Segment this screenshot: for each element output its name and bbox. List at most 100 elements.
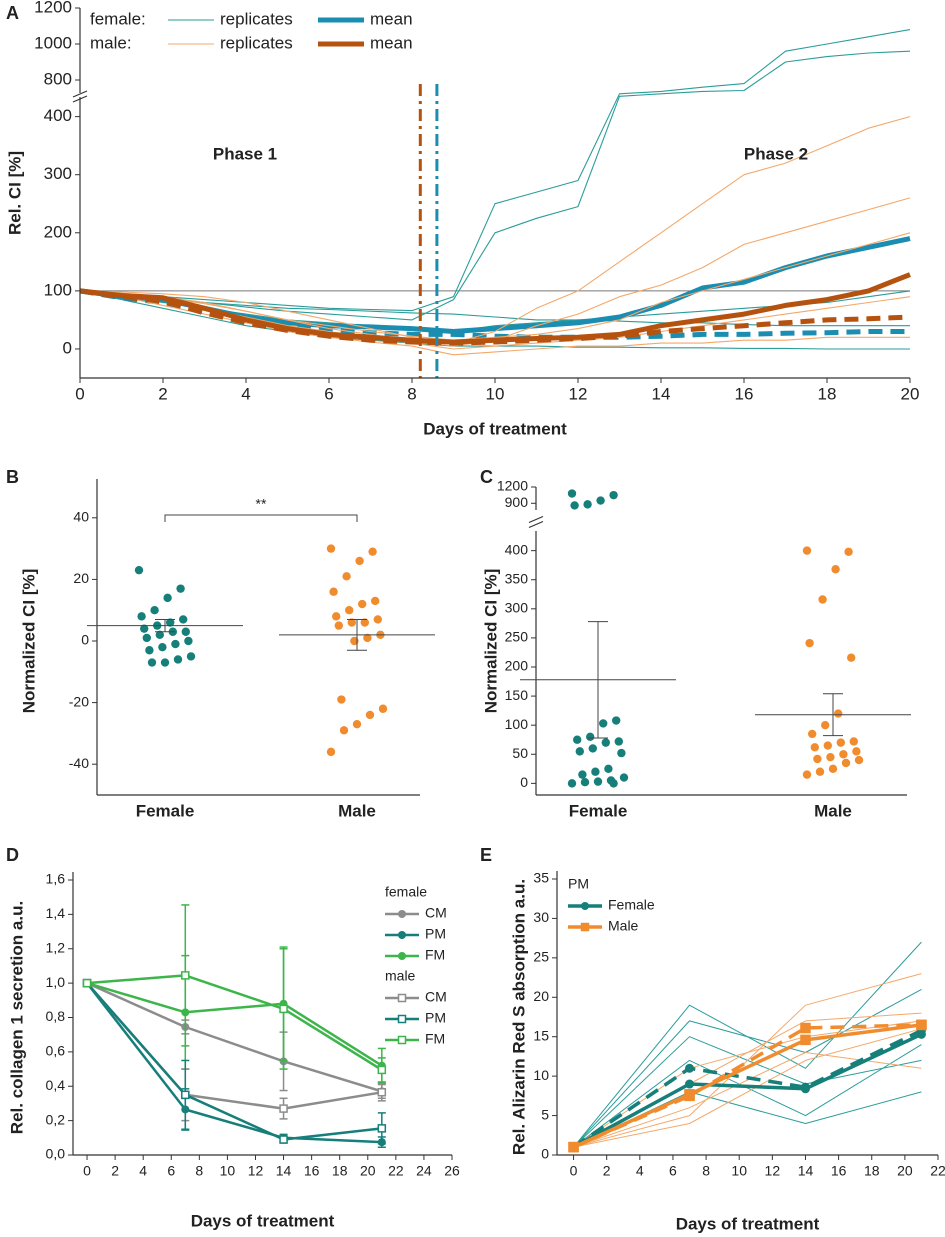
- data-point: [805, 638, 814, 648]
- data-point: [184, 636, 193, 646]
- y-tick-label: 150: [505, 687, 529, 703]
- series-line: [573, 1028, 922, 1148]
- legend-group: female:: [90, 9, 146, 28]
- data-point: [134, 565, 144, 575]
- x-tick-label: 2: [603, 1163, 611, 1179]
- panel-letter: C: [480, 467, 493, 487]
- data-point: [350, 636, 359, 646]
- y-tick-label: 15: [533, 1027, 549, 1043]
- axis-break: [72, 95, 88, 103]
- series-line: [86, 982, 382, 1144]
- legend-label: Female: [608, 897, 655, 913]
- data-point: [150, 606, 159, 615]
- y-tick-label: 5: [541, 1106, 549, 1122]
- marker: [279, 1135, 288, 1144]
- y-tick-label: 0,8: [46, 1008, 66, 1024]
- data-point: [355, 556, 364, 566]
- y-tick-label: 200: [44, 222, 72, 241]
- x-tick-label: 22: [930, 1163, 945, 1179]
- panel-letter: A: [6, 3, 19, 23]
- data-point: [567, 779, 577, 788]
- marker: [82, 978, 92, 988]
- y-axis-label: Normalized CI [%]: [481, 569, 500, 714]
- series-line: [79, 116, 911, 344]
- data-point: [821, 720, 830, 730]
- data-point: [591, 767, 600, 776]
- x-tick-label: 6: [669, 1163, 677, 1179]
- legend-marker: [398, 931, 406, 939]
- legend-label: FM: [425, 947, 445, 963]
- series-line: [79, 29, 911, 312]
- y-tick-label: 1000: [34, 33, 72, 52]
- marker: [800, 1022, 811, 1034]
- data-point: [831, 565, 840, 574]
- y-tick-label: 0: [541, 1146, 549, 1162]
- series-line: [573, 941, 922, 1148]
- x-tick-label: 22: [388, 1163, 404, 1179]
- series-line: [79, 288, 911, 346]
- x-tick-label: 20: [901, 384, 920, 403]
- marker: [279, 1004, 288, 1014]
- marker: [684, 1089, 695, 1100]
- x-axis-label: Days of treatment: [676, 1214, 820, 1233]
- data-point: [588, 744, 597, 753]
- data-point: [854, 755, 864, 765]
- x-axis-label: Days of treatment: [191, 1211, 335, 1230]
- legend-label: PM: [425, 926, 446, 942]
- axis-break: [72, 90, 88, 98]
- category-label: Male: [814, 801, 852, 820]
- series-line: [573, 973, 922, 1148]
- y-axis-label: Rel. Alizarin Red S absorption a.u.: [509, 879, 528, 1155]
- x-tick-label: 18: [864, 1163, 880, 1179]
- x-tick-label: 18: [332, 1163, 348, 1179]
- data-point: [332, 612, 341, 621]
- data-point: [852, 747, 861, 756]
- y-tick-label: 0,6: [46, 1043, 66, 1059]
- data-point: [329, 587, 338, 596]
- x-tick-label: 20: [360, 1163, 376, 1179]
- axis-break: [528, 515, 544, 524]
- data-point: [334, 621, 343, 630]
- x-tick-label: 12: [765, 1163, 781, 1179]
- data-point: [604, 764, 613, 774]
- y-tick-label: -20: [69, 693, 89, 709]
- marker: [685, 1079, 695, 1089]
- significance-label: **: [256, 496, 267, 512]
- series-line: [572, 1023, 922, 1149]
- data-point: [371, 596, 380, 606]
- y-tick-label: 350: [505, 570, 529, 586]
- data-point: [147, 658, 157, 667]
- marker: [377, 1065, 387, 1075]
- data-point: [358, 599, 367, 609]
- category-label: Male: [338, 801, 376, 820]
- marker: [685, 1063, 695, 1073]
- x-tick-label: 10: [731, 1163, 747, 1179]
- legend-group: female: [385, 884, 427, 900]
- y-tick-label: 30: [533, 909, 549, 925]
- marker: [916, 1019, 927, 1031]
- data-point: [836, 738, 845, 747]
- x-tick-label: 10: [486, 384, 505, 403]
- data-point: [365, 710, 375, 720]
- y-tick-label: 10: [533, 1067, 549, 1083]
- y-tick-label: 0,4: [46, 1077, 66, 1093]
- annotation: Phase 1: [213, 144, 277, 163]
- legend-group: male:: [90, 33, 132, 52]
- series-line: [79, 232, 911, 341]
- data-point: [337, 695, 346, 704]
- data-point: [352, 719, 362, 729]
- data-point: [818, 595, 827, 604]
- marker: [181, 1090, 190, 1100]
- data-point: [596, 496, 605, 505]
- series-line: [86, 982, 382, 1141]
- data-point: [155, 630, 164, 640]
- data-point: [179, 615, 188, 624]
- x-tick-label: 16: [831, 1163, 847, 1179]
- x-tick-label: 12: [569, 384, 588, 403]
- data-point: [847, 653, 856, 662]
- data-point: [834, 709, 843, 718]
- data-point: [326, 747, 336, 757]
- data-point: [342, 572, 351, 581]
- category-label: Female: [569, 801, 628, 820]
- x-tick-label: 18: [818, 384, 837, 403]
